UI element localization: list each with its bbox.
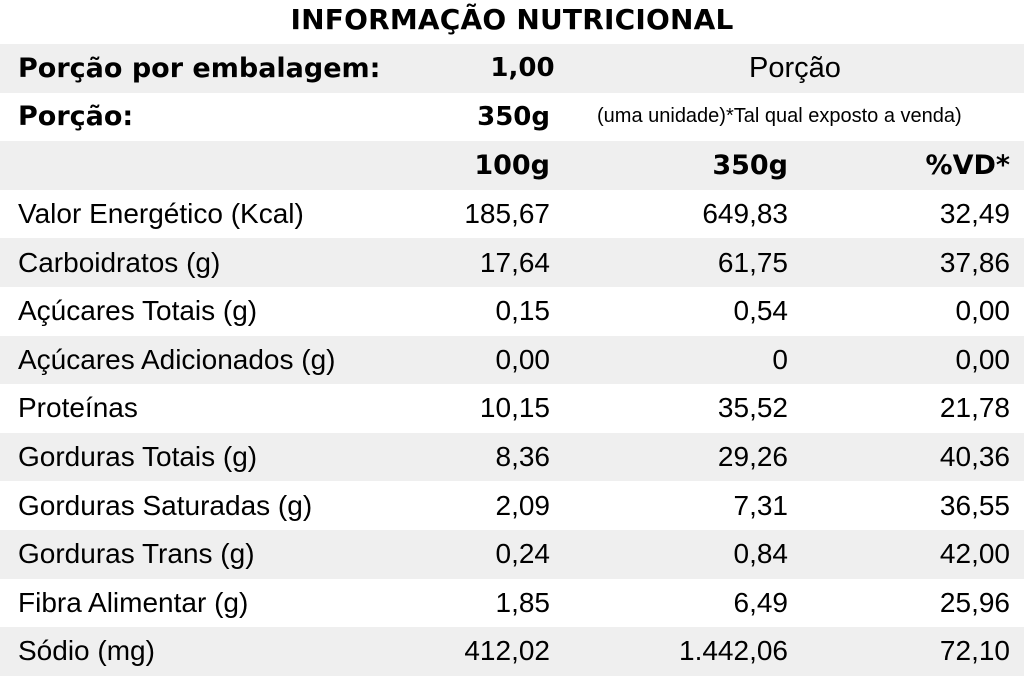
value-per-100g: 17,64 (479, 246, 550, 278)
value-per-100g: 2,09 (495, 489, 551, 521)
table-row: Valor Energético (Kcal) 185,67 649,83 32,49 (0, 190, 1024, 239)
nutrient-label: Fibra Alimentar (g) (18, 586, 249, 618)
nutrient-label: Gorduras Totais (g) (18, 441, 258, 473)
value-per-100g: 412,02 (464, 635, 550, 667)
value-per-350g: 0,54 (733, 295, 789, 327)
value-per-100g: 10,15 (479, 392, 550, 424)
value-vd: 32,49 (939, 198, 1010, 230)
value-per-100g: 8,36 (495, 441, 551, 473)
table-row: Carboidratos (g) 17,64 61,75 37,86 (0, 238, 1024, 287)
servings-label: Porção por embalagem: (18, 52, 381, 84)
value-vd: 25,96 (939, 586, 1010, 618)
value-per-350g: 6,49 (733, 586, 789, 618)
value-vd: 0,00 (955, 343, 1011, 375)
value-vd: 0,00 (955, 295, 1011, 327)
value-per-100g: 185,67 (464, 198, 550, 230)
value-per-350g: 61,75 (717, 246, 788, 278)
value-vd: 40,36 (939, 441, 1010, 473)
nutrient-label: Valor Energético (Kcal) (18, 198, 304, 230)
nutrient-label: Carboidratos (g) (18, 246, 221, 278)
servings-row: Porção por embalagem: 1,00 Porção (0, 44, 1024, 93)
portion-value: 350g (477, 101, 550, 132)
nutrient-label: Açúcares Adicionados (g) (18, 343, 336, 375)
table-row: Açúcares Adicionados (g) 0,00 0 0,00 (0, 335, 1024, 385)
value-per-100g: 0,24 (495, 538, 551, 570)
value-per-350g: 0,84 (733, 538, 789, 570)
nutrient-label: Gorduras Trans (g) (18, 538, 255, 570)
portion-heading: Porção (749, 51, 841, 84)
table-row: Açúcares Totais (g) 0,15 0,54 0,00 (0, 287, 1024, 336)
value-per-350g: 649,83 (702, 198, 788, 230)
value-vd: 42,00 (939, 538, 1010, 570)
value-vd: 36,55 (939, 489, 1010, 521)
value-per-100g: 0,15 (495, 295, 551, 327)
value-vd: 72,10 (939, 635, 1010, 667)
value-per-100g: 1,85 (495, 586, 551, 618)
table-row: Gorduras Saturadas (g) 2,09 7,31 36,55 (0, 481, 1024, 530)
portion-row: Porção: 350g (uma unidade)*Tal qual expo… (0, 93, 1024, 142)
value-per-350g: 35,52 (717, 392, 788, 424)
nutrient-label: Gorduras Saturadas (g) (18, 489, 313, 521)
portion-note: (uma unidade)*Tal qual exposto a venda) (597, 105, 962, 128)
value-per-350g: 29,26 (717, 441, 788, 473)
value-per-350g: 7,31 (733, 489, 789, 521)
servings-value: 1,00 (490, 53, 555, 84)
value-per-100g: 0,00 (495, 343, 551, 375)
nutrient-label: Proteínas (18, 392, 138, 424)
value-vd: 21,78 (939, 392, 1010, 424)
portion-label: Porção: (18, 101, 134, 133)
value-per-350g: 0 (772, 343, 788, 375)
column-header-350g: 350g (712, 149, 788, 181)
value-vd: 37,86 (939, 246, 1010, 278)
nutrient-label: Sódio (mg) (18, 635, 155, 667)
table-row: Gorduras Totais (g) 8,36 29,26 40,36 (0, 432, 1024, 482)
nutrient-label: Açúcares Totais (g) (18, 295, 258, 327)
value-per-350g: 1.442,06 (679, 635, 788, 667)
column-header-100g: 100g (474, 149, 550, 181)
table-row: Proteínas 10,15 35,52 21,78 (0, 384, 1024, 433)
table-title: INFORMAÇÃO NUTRICIONAL (290, 3, 734, 36)
table-row: Sódio (mg) 412,02 1.442,06 72,10 (0, 627, 1024, 676)
table-row: Gorduras Trans (g) 0,24 0,84 42,00 (0, 529, 1024, 579)
column-header-vd: %VD* (925, 149, 1010, 181)
column-header-row: 100g 350g %VD* (0, 141, 1024, 190)
table-row: Fibra Alimentar (g) 1,85 6,49 25,96 (0, 579, 1024, 628)
